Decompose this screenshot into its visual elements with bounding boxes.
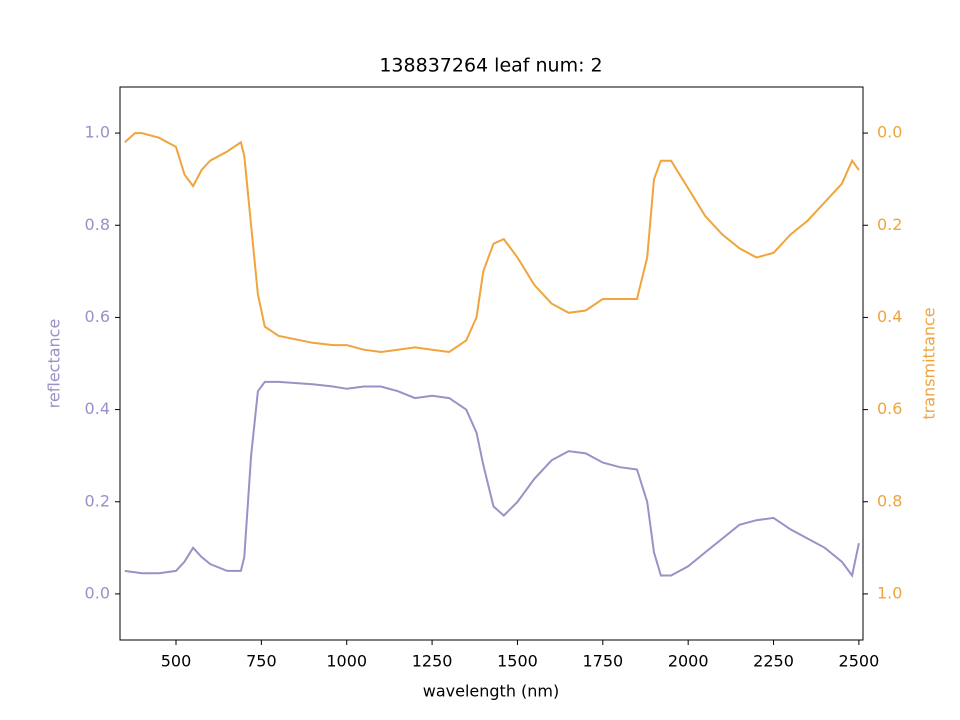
y2-tick-label: 0.2 — [877, 215, 902, 234]
x-tick-label: 1250 — [412, 652, 453, 671]
y2-tick-label: 0.0 — [877, 123, 902, 142]
y-tick-label: 0.8 — [85, 215, 110, 234]
x-tick-label: 1000 — [326, 652, 367, 671]
y2-axis-label: transmittance — [920, 307, 939, 419]
y2-tick-label: 0.8 — [877, 491, 902, 510]
x-tick-label: 750 — [246, 652, 277, 671]
y-tick-label: 0.0 — [85, 583, 110, 602]
x-tick-label: 2500 — [839, 652, 880, 671]
y-tick-label: 1.0 — [85, 123, 110, 142]
series-line — [124, 132, 860, 354]
x-axis-label: wavelength (nm) — [423, 682, 560, 701]
y2-tick-label: 0.6 — [877, 399, 902, 418]
x-tick-label: 2250 — [753, 652, 794, 671]
x-tick-label: 500 — [161, 652, 192, 671]
series-line — [124, 380, 860, 578]
y2-tick-label: 1.0 — [877, 583, 902, 602]
x-tick-label: 1750 — [582, 652, 623, 671]
x-tick-label: 1500 — [497, 652, 538, 671]
chart-title: 138837264 leaf num: 2 — [379, 55, 602, 77]
x-tick-label: 2000 — [668, 652, 709, 671]
y-tick-label: 0.6 — [85, 307, 110, 326]
y2-tick-label: 0.4 — [877, 307, 902, 326]
y-tick-label: 0.2 — [85, 491, 110, 510]
plot-frame — [119, 86, 864, 641]
y-axis-label: reflectance — [45, 319, 64, 409]
y-tick-label: 0.4 — [85, 399, 110, 418]
